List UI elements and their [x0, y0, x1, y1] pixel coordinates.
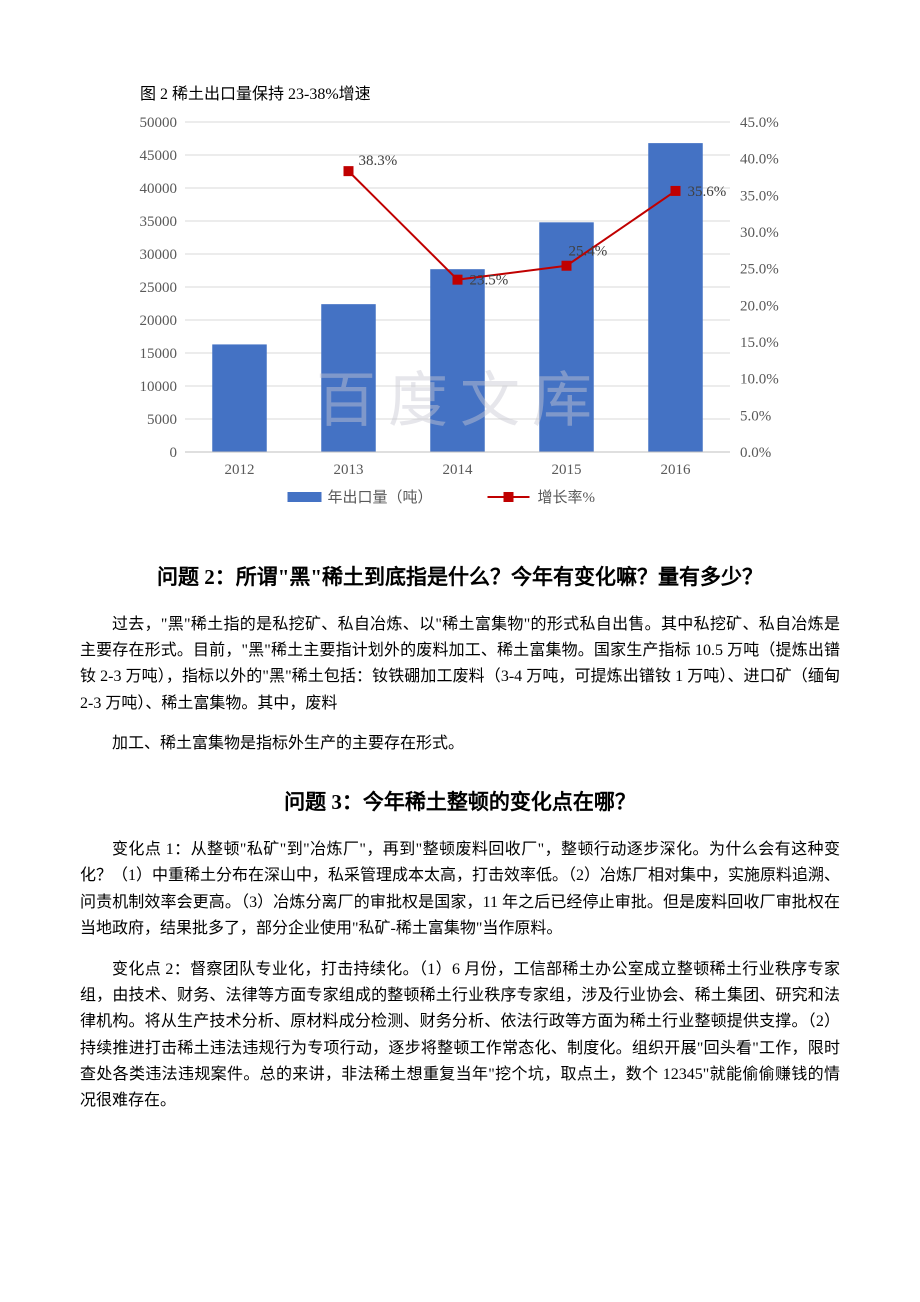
chart-svg: 0 5000 10000 15000 20000 25000 30000 35000 40000…	[120, 112, 800, 522]
svg-text:2014: 2014	[443, 462, 474, 478]
svg-text:30000: 30000	[140, 247, 178, 263]
svg-text:增长率%: 增长率%	[538, 489, 596, 506]
q2-para-2: 加工、稀土富集物是指标外生产的主要存在形式。	[80, 731, 840, 757]
svg-text:25.4%: 25.4%	[569, 244, 608, 260]
chart-caption: 图 2 稀土出口量保持 23-38%增速	[140, 80, 840, 104]
svg-text:38.3%: 38.3%	[359, 153, 398, 169]
svg-text:5000: 5000	[147, 412, 177, 428]
svg-text:15.0%: 15.0%	[740, 335, 779, 351]
svg-text:45.0%: 45.0%	[740, 115, 779, 131]
svg-text:20.0%: 20.0%	[740, 298, 779, 314]
svg-text:25.0%: 25.0%	[740, 262, 779, 278]
svg-text:30.0%: 30.0%	[740, 225, 779, 241]
svg-text:2012: 2012	[225, 462, 255, 478]
svg-text:40000: 40000	[140, 181, 178, 197]
svg-text:年出口量（吨）: 年出口量（吨）	[328, 489, 433, 506]
svg-text:35000: 35000	[140, 214, 178, 230]
svg-text:45000: 45000	[140, 148, 178, 164]
question-2-title: 问题 2：所谓"黑"稀土到底指是什么？今年有变化嘛？量有多少？	[120, 562, 800, 594]
svg-text:0: 0	[170, 445, 178, 461]
question-3-title: 问题 3：今年稀土整顿的变化点在哪？	[120, 787, 800, 819]
svg-text:10.0%: 10.0%	[740, 372, 779, 388]
q2-para-1: 过去，"黑"稀土指的是私挖矿、私自冶炼、以"稀土富集物"的形式私自出售。其中私挖…	[80, 612, 840, 718]
svg-text:10000: 10000	[140, 379, 178, 395]
svg-text:50000: 50000	[140, 115, 178, 131]
q3-para-2: 变化点 2：督察团队专业化，打击持续化。（1）6 月份，工信部稀土办公室成立整顿…	[80, 957, 840, 1115]
svg-text:35.0%: 35.0%	[740, 188, 779, 204]
svg-text:35.6%: 35.6%	[688, 184, 727, 200]
svg-text:5.0%: 5.0%	[740, 408, 771, 424]
svg-text:2016: 2016	[661, 462, 692, 478]
svg-text:25000: 25000	[140, 280, 178, 296]
q3-para-1: 变化点 1：从整顿"私矿"到"冶炼厂"，再到"整顿废料回收厂"，整顿行动逐步深化…	[80, 837, 840, 943]
svg-text:0.0%: 0.0%	[740, 445, 771, 461]
svg-text:23.5%: 23.5%	[470, 273, 509, 289]
svg-text:2015: 2015	[552, 462, 582, 478]
svg-text:40.0%: 40.0%	[740, 152, 779, 168]
svg-text:15000: 15000	[140, 346, 178, 362]
svg-text:2013: 2013	[334, 462, 364, 478]
export-chart: 百度文库 05000100001500020000250003000035000…	[120, 112, 800, 522]
svg-text:20000: 20000	[140, 313, 178, 329]
